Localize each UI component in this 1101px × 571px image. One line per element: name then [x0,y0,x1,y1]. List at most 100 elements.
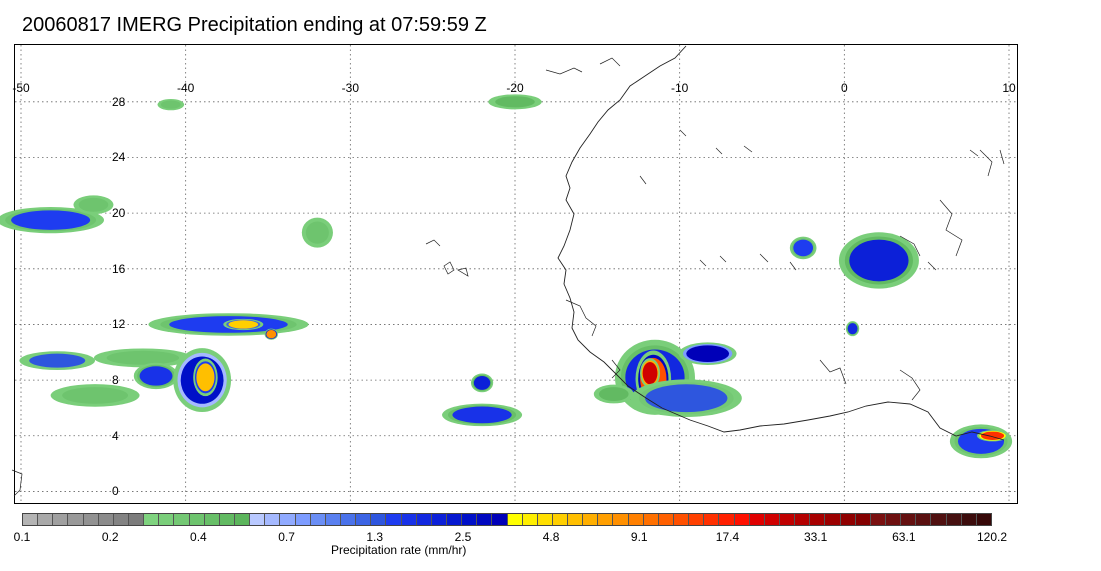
lat-label: 20 [112,206,126,221]
lat-label: 0 [112,484,119,499]
colorbar-swatch [462,514,478,525]
rain-intensity-ring [793,239,814,257]
rain-intensity-ring [78,197,109,212]
lon-label: 10 [1002,81,1016,95]
colorbar-swatch [386,514,402,525]
inland-lakes [11,129,1005,497]
colorbar-swatch [265,514,281,525]
colorbar-tick-label: 0.2 [101,530,119,544]
rain-intensity-ring [642,362,658,385]
colorbar-swatch [128,514,145,525]
colorbar-swatch [401,514,417,525]
colorbar-swatch [583,514,599,525]
colorbar-swatch [189,514,205,525]
colorbar-swatch [613,514,629,525]
colorbar-swatch [976,514,991,525]
colorbar-tick-label: 17.4 [715,530,740,544]
colorbar-swatch [931,514,947,525]
colorbar-swatch [658,514,675,525]
lat-label: 24 [112,150,126,165]
map-title: 20060817 IMERG Precipitation ending at 0… [22,14,487,36]
rain-intensity-ring [981,431,1005,440]
colorbar-swatch [810,514,826,525]
rain-intensity-ring [645,384,728,413]
colorbar-swatch [840,514,856,525]
rain-intensity-ring [598,387,629,401]
colorbar-swatch [507,514,523,525]
africa-coastline [557,45,1005,441]
colorbar-tick-label: 0.7 [278,530,295,544]
rain-cell [223,318,264,331]
rain-intensity-ring [495,96,535,108]
rain-cell [133,362,179,390]
colorbar-swatch [159,514,175,525]
colorbar-tick-label: 63.1 [892,530,916,544]
lon-label: -10 [670,81,689,95]
colorbar-tick-label: 33.1 [803,530,828,544]
rain-cell [442,403,523,427]
rain-intensity-ring [62,387,129,404]
rain-intensity-ring [686,345,730,363]
rain-cell [593,384,634,404]
rain-cell [301,217,333,248]
precipitation-field [0,94,1013,459]
colorbar-swatch [113,514,129,525]
lat-label: 8 [112,373,119,388]
rain-intensity-ring [106,350,180,365]
lat-label: 12 [112,317,126,332]
colorbar-swatch [916,514,932,525]
colorbar-swatch [98,514,114,525]
colorbar-swatch [477,514,493,525]
colorbar-swatch [53,514,69,525]
colorbar-tick-label: 4.8 [542,530,560,544]
colorbar-tick-label: 120.2 [976,530,1008,544]
colorbar-swatch [38,514,54,525]
rain-cell [838,232,919,289]
colorbar-tick-label: 9.1 [630,530,648,544]
rain-cell [470,373,494,393]
colorbar-swatch [795,514,811,525]
colorbar-swatch [598,514,614,525]
colorbar-swatch [204,514,220,525]
colorbar-swatch [416,514,432,525]
colorbar-swatch [356,514,372,525]
colorbar-swatch [628,514,644,525]
coastline [11,45,1005,497]
colorbar-swatch [689,514,705,525]
rain-cell [678,342,737,365]
lon-label: -30 [341,81,359,95]
colorbar-swatch [886,514,902,525]
rain-intensity-ring [160,100,181,109]
colorbar-swatch [749,514,765,525]
colorbar-tick-label: 1.3 [366,530,384,544]
colorbar-swatch [568,514,584,525]
lon-label: -40 [176,81,195,95]
colorbar-swatch [325,514,341,525]
rain-intensity-ring [29,353,86,368]
rain-cell [630,379,742,417]
lon-label: -50 [12,81,30,95]
colorbar-swatch [780,514,796,525]
rain-cell [0,206,104,234]
rain-cell [264,328,278,340]
colorbar-swatch [855,514,871,525]
colorbar-swatch [174,514,190,525]
colorbar-swatch [764,514,781,525]
rain-cell [93,348,192,368]
colorbar-swatch [219,514,235,525]
colorbar-swatch [734,514,750,525]
colorbar-swatch [492,514,508,525]
colorbar-swatch [522,514,538,525]
colorbar-swatch [946,514,962,525]
colorbar-swatch [552,514,569,525]
colorbar-swatch [719,514,735,525]
colorbar-tick-label: 0.4 [190,530,207,544]
rain-cell [845,321,860,337]
colorbar-swatch [446,514,463,525]
colorbar-swatch [310,514,326,525]
colorbar-swatch [68,514,84,525]
rain-intensity-ring [266,330,277,339]
lon-label: -20 [506,81,524,95]
rain-intensity-ring [847,323,858,335]
colorbar-swatch [431,514,447,525]
